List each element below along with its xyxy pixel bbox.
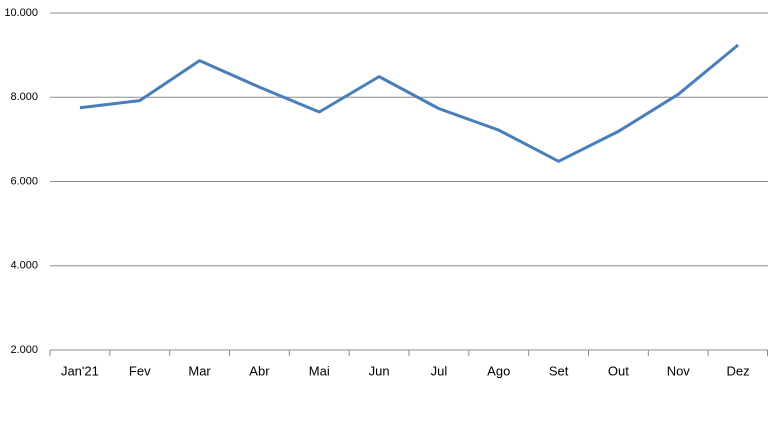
x-tick-label: Nov — [667, 363, 691, 378]
x-tick-label: Mar — [188, 363, 211, 378]
data-line — [79, 43, 740, 163]
x-tick-label: Jul — [431, 363, 448, 378]
x-tick-label: Jun — [369, 363, 390, 378]
x-tick-label: Dez — [727, 363, 750, 378]
y-tick-label: 8.000 — [10, 91, 38, 103]
y-tick-label: 4.000 — [10, 260, 38, 272]
y-tick-label: 2.000 — [10, 344, 38, 356]
x-tick-label: Jan'21 — [61, 363, 99, 378]
x-tick-label: Out — [608, 363, 629, 378]
x-tick-label: Ago — [487, 363, 510, 378]
x-tick-label: Fev — [129, 363, 151, 378]
x-tick-label: Abr — [249, 363, 270, 378]
y-tick-label: 10.000 — [4, 7, 38, 19]
x-tick-label: Set — [549, 363, 569, 378]
x-tick-label: Mai — [309, 363, 330, 378]
y-tick-label: 6.000 — [10, 175, 38, 187]
